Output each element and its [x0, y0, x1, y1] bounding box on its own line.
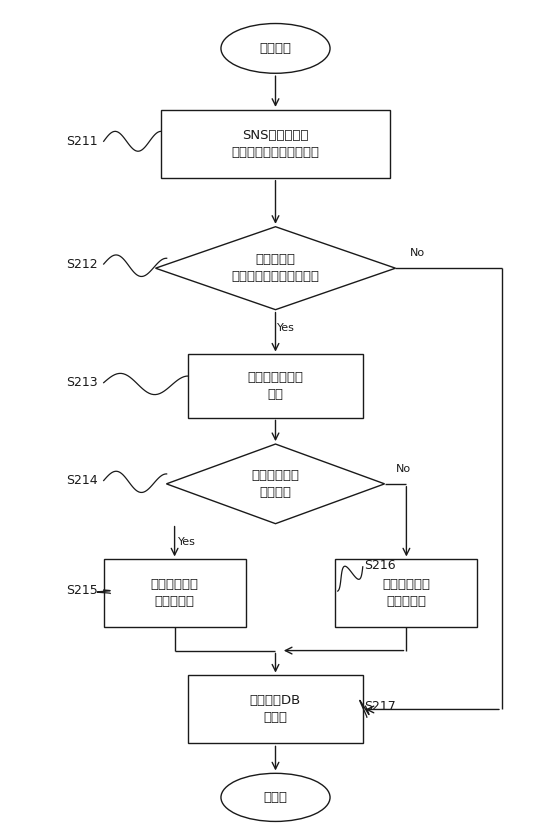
Text: Yes: Yes — [278, 323, 295, 333]
Text: ハザードDB
に登録: ハザードDB に登録 — [250, 695, 301, 725]
Text: 種別を「管理
者」に設定: 種別を「管理 者」に設定 — [382, 579, 430, 609]
Text: SNSサーバから
投稿・メッセージを受信: SNSサーバから 投稿・メッセージを受信 — [231, 129, 320, 159]
Text: Yes: Yes — [177, 537, 196, 547]
Text: S214: S214 — [67, 474, 98, 487]
Text: スタート: スタート — [260, 42, 291, 55]
Text: エンド: エンド — [263, 791, 288, 804]
Text: キーワード
「ハザード」を含むか？: キーワード 「ハザード」を含むか？ — [231, 253, 320, 283]
Text: S212: S212 — [67, 257, 98, 271]
Text: ユーザからの
投稿か？: ユーザからの 投稿か？ — [251, 469, 300, 498]
Text: No: No — [396, 464, 411, 474]
Text: S216: S216 — [364, 559, 396, 572]
Text: 種別を「ユー
ザ」に設定: 種別を「ユー ザ」に設定 — [150, 579, 198, 609]
Text: S213: S213 — [67, 376, 98, 389]
Text: No: No — [410, 248, 425, 258]
Text: S211: S211 — [67, 134, 98, 148]
Text: タイムスタンプ
取得: タイムスタンプ 取得 — [247, 371, 304, 401]
Text: S217: S217 — [364, 700, 396, 712]
Text: S215: S215 — [67, 584, 98, 596]
